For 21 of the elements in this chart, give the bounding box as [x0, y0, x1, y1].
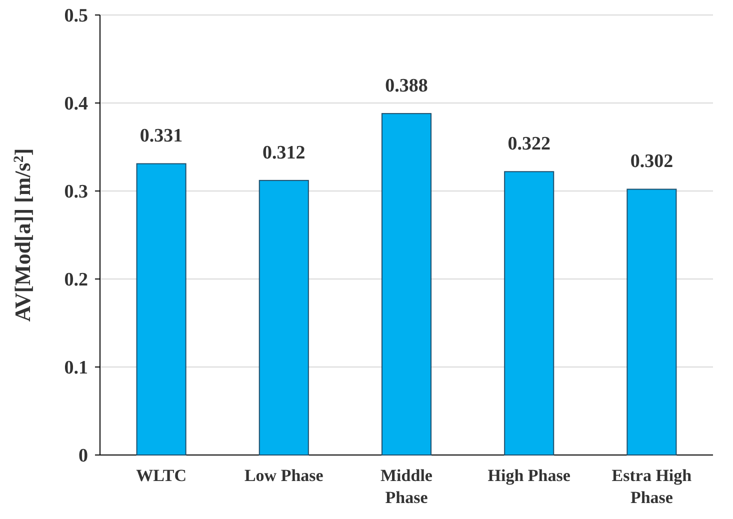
- x-tick-label: Estra High Phase: [612, 466, 692, 507]
- x-tick-label: High Phase: [488, 466, 571, 485]
- data-label: 0.331: [140, 126, 183, 147]
- y-tick-label: 0.3: [64, 182, 88, 203]
- bar: [381, 113, 432, 456]
- bar: [136, 163, 186, 456]
- y-tick-label: 0.4: [64, 94, 88, 115]
- data-label: 0.302: [630, 151, 674, 172]
- y-tick-label: 0.2: [64, 270, 88, 291]
- y-tick-label: 0.5: [64, 6, 88, 27]
- y-tick-label: 0: [78, 446, 88, 467]
- x-tick-label: Middle Phase: [380, 466, 433, 507]
- data-label: 0.388: [385, 76, 428, 97]
- y-tick-label: 0.1: [64, 358, 88, 379]
- bar: [258, 180, 309, 456]
- bar: [626, 188, 677, 456]
- bar: [504, 171, 554, 456]
- x-tick-label: Low Phase: [244, 466, 324, 485]
- data-label: 0.322: [508, 134, 550, 155]
- data-label: 0.312: [262, 142, 306, 164]
- x-tick-label: WLTC: [136, 466, 187, 485]
